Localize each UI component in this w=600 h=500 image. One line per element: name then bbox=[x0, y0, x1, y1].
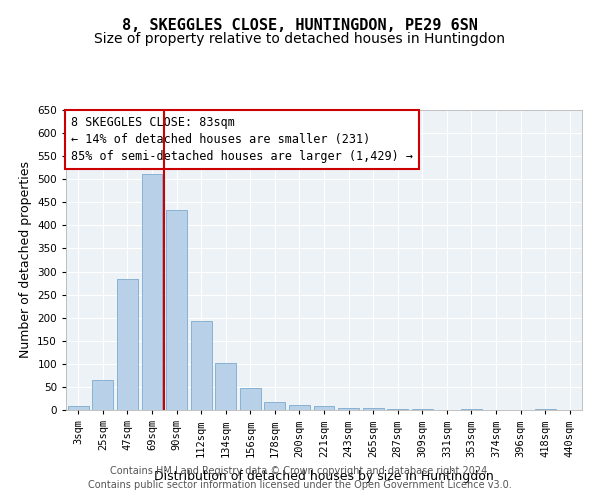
Bar bbox=[461, 409, 482, 410]
Bar bbox=[215, 364, 236, 410]
Bar bbox=[412, 409, 433, 410]
Bar bbox=[166, 210, 187, 410]
Text: Contains HM Land Registry data © Crown copyright and database right 2024.
Contai: Contains HM Land Registry data © Crown c… bbox=[88, 466, 512, 490]
Bar bbox=[191, 321, 212, 410]
Bar bbox=[92, 380, 113, 410]
Bar bbox=[142, 174, 163, 410]
Y-axis label: Number of detached properties: Number of detached properties bbox=[19, 162, 32, 358]
Bar bbox=[117, 280, 138, 410]
Bar bbox=[289, 405, 310, 410]
Bar bbox=[535, 408, 556, 410]
Bar bbox=[240, 388, 261, 410]
Bar bbox=[387, 409, 408, 410]
Bar bbox=[338, 408, 359, 410]
Bar bbox=[314, 406, 334, 410]
Text: Size of property relative to detached houses in Huntingdon: Size of property relative to detached ho… bbox=[95, 32, 505, 46]
Bar bbox=[68, 406, 89, 410]
Text: 8 SKEGGLES CLOSE: 83sqm
← 14% of detached houses are smaller (231)
85% of semi-d: 8 SKEGGLES CLOSE: 83sqm ← 14% of detache… bbox=[71, 116, 413, 163]
Text: 8, SKEGGLES CLOSE, HUNTINGDON, PE29 6SN: 8, SKEGGLES CLOSE, HUNTINGDON, PE29 6SN bbox=[122, 18, 478, 32]
Bar bbox=[362, 408, 383, 410]
Bar bbox=[265, 402, 286, 410]
X-axis label: Distribution of detached houses by size in Huntingdon: Distribution of detached houses by size … bbox=[154, 470, 494, 484]
